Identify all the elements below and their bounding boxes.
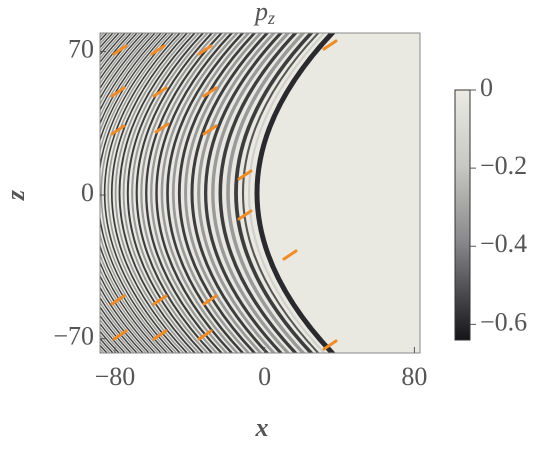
- fringe: [127, 33, 205, 353]
- y-axis-label: z: [1, 189, 30, 201]
- fringe: [135, 33, 214, 353]
- fringe: [204, 33, 284, 353]
- colorbar: [454, 89, 471, 341]
- fringe: [166, 33, 245, 353]
- fringe: [100, 33, 163, 353]
- flow-arrow: [154, 122, 170, 134]
- x-tick-label: −80: [95, 362, 136, 391]
- fringe: [100, 33, 154, 353]
- y-tick-label: −70: [53, 322, 94, 351]
- colorbar-tick-label: −0.2: [480, 151, 527, 180]
- fringe: [100, 33, 175, 353]
- fringe: [118, 33, 197, 353]
- flow-arrow: [152, 86, 168, 98]
- colorbar-tick-label: −0.6: [480, 307, 527, 336]
- fringe: [234, 33, 314, 353]
- fringe: [140, 33, 219, 353]
- fringe: [100, 33, 169, 353]
- fringe: [114, 33, 193, 353]
- flow-arrow: [112, 329, 128, 341]
- fringe: [184, 33, 263, 353]
- fringe: [155, 33, 234, 353]
- x-tick-label: 0: [258, 362, 271, 391]
- fringe: [248, 33, 326, 353]
- flow-arrow: [152, 294, 168, 306]
- fringe: [100, 33, 142, 353]
- flow-arrow: [282, 249, 298, 261]
- fringe: [100, 33, 157, 353]
- flow-arrow: [152, 329, 168, 341]
- chart-title: pz: [253, 0, 275, 28]
- flow-arrow: [237, 169, 253, 181]
- y-tick-label: 70: [68, 34, 94, 63]
- fringe: [131, 33, 209, 353]
- flow-arrow: [322, 39, 338, 51]
- flow-arrow: [197, 329, 213, 341]
- colorbar-tick-label: 0: [480, 73, 493, 102]
- flow-arrow: [197, 44, 213, 56]
- title-subscript: z: [267, 8, 275, 28]
- fringe: [100, 33, 166, 353]
- fringe: [211, 33, 291, 353]
- fringe: [226, 33, 306, 353]
- fringe: [218, 33, 298, 353]
- fringe: [254, 33, 336, 353]
- fringe: [242, 33, 320, 353]
- fringe: [100, 33, 145, 353]
- fringe: [100, 33, 160, 353]
- flow-arrow: [110, 124, 126, 136]
- fringe: [190, 33, 270, 353]
- fringe: [107, 33, 185, 353]
- fringe: [150, 33, 229, 353]
- x-tick-label: 80: [401, 362, 427, 391]
- flow-arrow: [150, 44, 166, 56]
- flow-arrow: [112, 44, 128, 56]
- fringe: [100, 33, 172, 353]
- fringe: [100, 33, 178, 353]
- heatmap-field: [100, 33, 338, 353]
- fringe: [100, 33, 148, 353]
- plot-frame: [99, 32, 421, 354]
- fringe: [145, 33, 224, 353]
- flow-arrow: [202, 124, 218, 136]
- fringe: [100, 33, 139, 353]
- fringe: [197, 33, 277, 353]
- flow-arrow: [237, 209, 253, 221]
- title-base: p: [253, 0, 268, 26]
- colorbar-tick-label: −0.4: [480, 229, 527, 258]
- flow-arrow: [110, 294, 126, 306]
- fringe: [111, 33, 189, 353]
- flow-arrow: [202, 294, 218, 306]
- fringe: [172, 33, 251, 353]
- y-tick-label: 0: [81, 178, 94, 207]
- fringe: [100, 33, 106, 353]
- flow-arrow: [110, 86, 126, 98]
- x-axis-label: x: [255, 413, 269, 442]
- fringe: [160, 33, 239, 353]
- flow-arrow: [322, 339, 338, 351]
- fringe: [100, 33, 151, 353]
- flow-arrow: [202, 86, 218, 98]
- fringe: [122, 33, 201, 353]
- fringe: [100, 33, 136, 353]
- fringe: [178, 33, 257, 353]
- fringe: [104, 33, 182, 353]
